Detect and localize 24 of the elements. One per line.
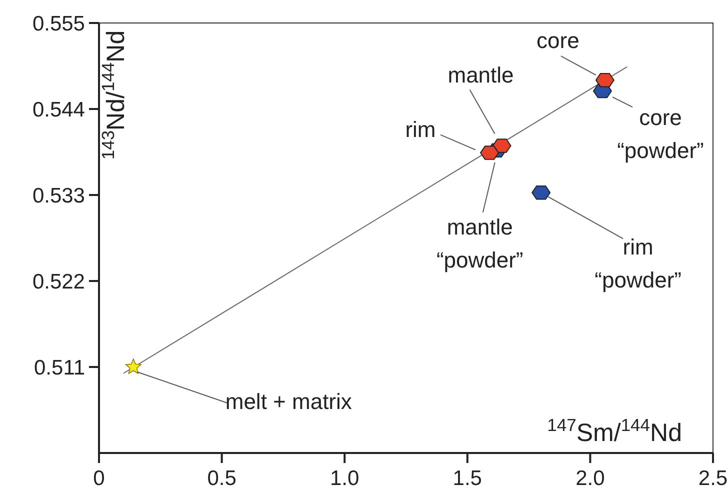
x-tick-label: 1.5 — [452, 467, 482, 490]
x-tick-label: 0 — [93, 467, 105, 490]
x-tick-label: 0.5 — [207, 467, 236, 490]
x-tick-label: 2.5 — [698, 467, 727, 490]
x-tick-label: 1.0 — [330, 467, 360, 490]
y-tick-label: 0.544 — [32, 98, 86, 122]
x-axis-title: $^{147}$Sm/$^{144}$Nd — [547, 415, 682, 447]
point — [480, 146, 500, 160]
point — [532, 186, 551, 200]
y-tick-label: 0.555 — [32, 12, 85, 36]
point — [125, 358, 142, 374]
x-tick-label: 2.0 — [576, 467, 605, 490]
point — [492, 138, 512, 153]
annotation: core “powder” — [617, 105, 704, 164]
annotation: rim “powder” — [594, 234, 682, 293]
annotation: mantle “powder” — [436, 214, 524, 272]
y-tick-label: 0.533 — [32, 184, 85, 208]
annotation: mantle — [448, 62, 514, 88]
annotation: core — [536, 28, 580, 54]
annotation: melt + matrix — [225, 389, 352, 414]
annotation: rim — [405, 116, 436, 142]
point — [595, 72, 614, 88]
y-tick-label: 0.522 — [32, 270, 85, 294]
y-tick-label: 0.511 — [34, 356, 85, 380]
